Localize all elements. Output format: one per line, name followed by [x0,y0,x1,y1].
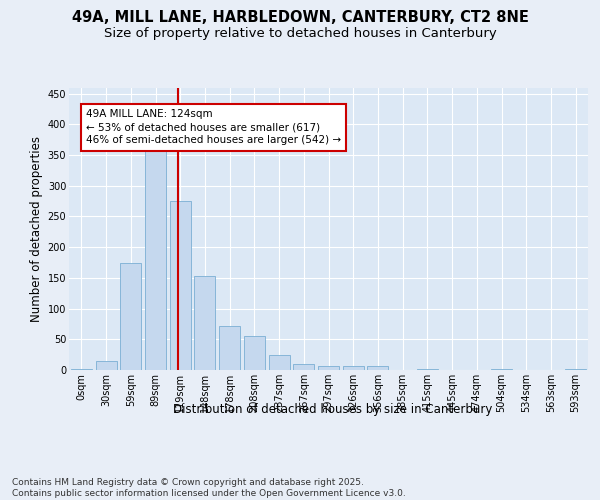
Text: Distribution of detached houses by size in Canterbury: Distribution of detached houses by size … [173,402,493,415]
Text: 49A, MILL LANE, HARBLEDOWN, CANTERBURY, CT2 8NE: 49A, MILL LANE, HARBLEDOWN, CANTERBURY, … [71,10,529,25]
Bar [194,276,215,370]
Bar [219,326,240,370]
Text: Contains HM Land Registry data © Crown copyright and database right 2025.
Contai: Contains HM Land Registry data © Crown c… [12,478,406,498]
Bar [367,366,388,370]
Text: Size of property relative to detached houses in Canterbury: Size of property relative to detached ho… [104,28,496,40]
Bar [145,143,166,370]
Bar [343,366,364,370]
Bar [170,201,191,370]
Bar [95,361,116,370]
Bar [120,262,141,370]
Bar [293,364,314,370]
Bar [244,336,265,370]
Bar [269,356,290,370]
Bar [318,366,339,370]
Bar [71,369,92,370]
Bar [417,369,438,370]
Y-axis label: Number of detached properties: Number of detached properties [31,136,43,322]
Text: 49A MILL LANE: 124sqm
← 53% of detached houses are smaller (617)
46% of semi-det: 49A MILL LANE: 124sqm ← 53% of detached … [86,109,341,146]
